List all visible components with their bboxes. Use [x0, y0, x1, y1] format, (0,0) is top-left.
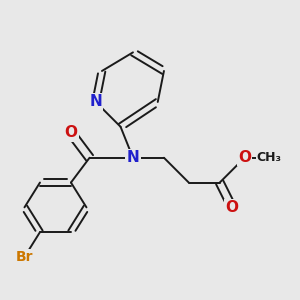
Text: Br: Br — [16, 250, 33, 264]
Text: O: O — [226, 200, 238, 215]
Text: N: N — [89, 94, 102, 110]
Text: O: O — [64, 125, 77, 140]
Text: O: O — [238, 150, 251, 165]
Text: N: N — [127, 150, 139, 165]
Text: CH₃: CH₃ — [257, 151, 282, 164]
